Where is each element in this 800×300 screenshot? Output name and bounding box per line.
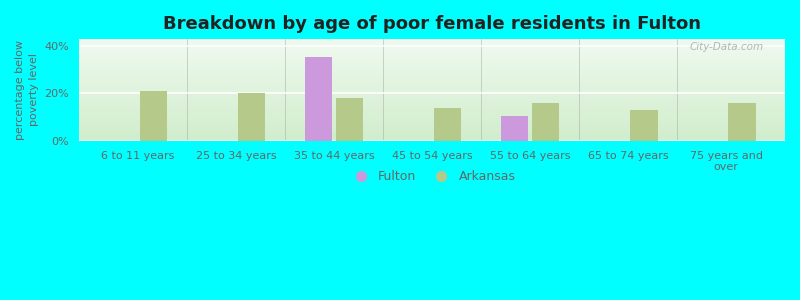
- Bar: [501, 116, 528, 141]
- Bar: [630, 110, 658, 141]
- Bar: [336, 98, 363, 141]
- Legend: Fulton, Arkansas: Fulton, Arkansas: [343, 165, 521, 188]
- Text: City-Data.com: City-Data.com: [690, 42, 764, 52]
- Y-axis label: percentage below
poverty level: percentage below poverty level: [15, 40, 39, 140]
- Bar: [140, 91, 167, 141]
- Bar: [532, 103, 559, 141]
- Bar: [728, 103, 755, 141]
- Title: Breakdown by age of poor female residents in Fulton: Breakdown by age of poor female resident…: [163, 15, 701, 33]
- Bar: [434, 108, 462, 141]
- Bar: [238, 94, 266, 141]
- Bar: [305, 57, 332, 141]
